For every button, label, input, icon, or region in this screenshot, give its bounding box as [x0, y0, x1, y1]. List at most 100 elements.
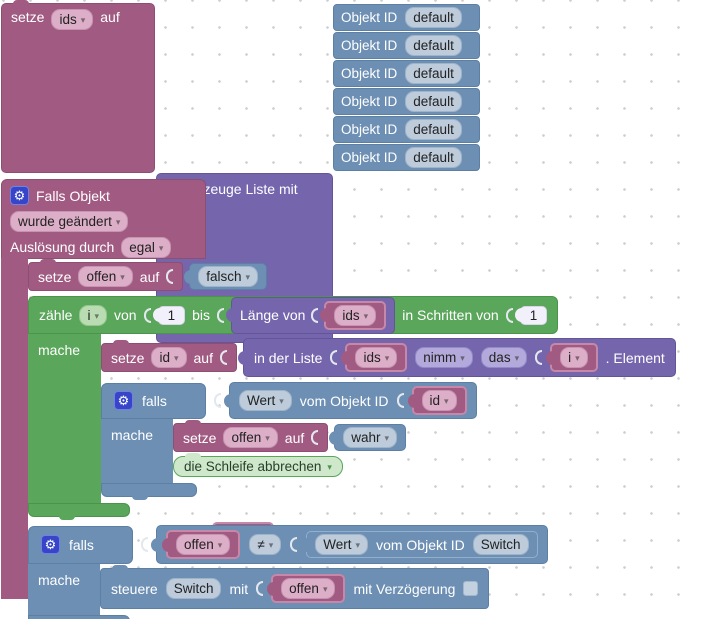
value-socket: [166, 269, 174, 284]
value-socket: [290, 537, 298, 552]
object-id-field[interactable]: default: [405, 63, 462, 84]
boolean-dropdown[interactable]: wahr ▾: [343, 427, 398, 448]
variable-dropdown-ids[interactable]: ids ▾: [334, 304, 377, 326]
value-socket: [396, 393, 404, 408]
dropdown-arrow-icon: ▾: [575, 353, 580, 363]
object-id-stack: Objekt ID default Objekt ID default Obje…: [333, 4, 480, 172]
variable-dropdown-i[interactable]: i ▾: [560, 347, 588, 368]
value-socket: [535, 350, 543, 365]
block-object-id[interactable]: Objekt ID default: [333, 60, 480, 87]
if-bottom-bar: [28, 615, 130, 619]
block-set-offen-false[interactable]: setze offen ▾ auf: [28, 259, 184, 291]
dropdown-arrow-icon: ▾: [384, 353, 390, 363]
value-socket: [219, 350, 227, 365]
variable-dropdown-id[interactable]: id ▾: [421, 390, 457, 411]
block-logic-true[interactable]: wahr ▾: [329, 424, 407, 451]
block-set-offen-true[interactable]: setze offen ▾ auf: [173, 420, 329, 452]
value-socket: [505, 307, 513, 323]
if-bottom-bar: [101, 483, 197, 500]
block-object-id[interactable]: Objekt ID default: [333, 4, 480, 31]
dropdown-arrow-icon: ▾: [268, 540, 274, 550]
list-op-dropdown[interactable]: nimm ▾: [415, 347, 473, 368]
object-id-field[interactable]: default: [405, 91, 462, 112]
variable-dropdown-offen[interactable]: offen ▾: [176, 534, 231, 555]
block-variable-ids[interactable]: ids ▾: [320, 300, 387, 330]
object-id-field[interactable]: Switch: [472, 534, 529, 555]
block-variable-offen[interactable]: offen ▾: [161, 530, 241, 559]
block-number-from[interactable]: 1: [152, 305, 186, 325]
block-variable-i[interactable]: i ▾: [546, 343, 598, 372]
block-get-value-id[interactable]: Wert ▾ vom Objekt ID id ▾: [224, 382, 477, 419]
block-set-id[interactable]: setze id ▾ auf: [101, 340, 237, 372]
value-attr-dropdown[interactable]: Wert ▾: [239, 390, 292, 411]
rule-body: setze offen ▾ auf falsch ▾ zähle i: [28, 259, 676, 619]
block-set-ids[interactable]: setze ids ▾ auf: [1, 0, 155, 173]
block-count-loop[interactable]: zähle i ▾ von 1 bis Länge von id: [28, 296, 676, 520]
dropdown-arrow-icon: ▾: [355, 540, 361, 550]
block-variable-id[interactable]: id ▾: [407, 386, 467, 415]
dropdown-arrow-icon: ▾: [115, 216, 121, 227]
block-control-state[interactable]: steuere Switch mit offen ▾ mit Verz: [100, 565, 490, 609]
variable-dropdown-ids[interactable]: ids ▾: [51, 9, 94, 30]
dropdown-arrow-icon: ▾: [514, 353, 520, 363]
value-attr-dropdown[interactable]: Wert ▾: [315, 534, 369, 555]
dropdown-arrow-icon: ▾: [94, 310, 99, 321]
gear-icon[interactable]: ⚙: [10, 186, 29, 205]
variable-dropdown-offen[interactable]: offen ▾: [223, 427, 278, 448]
object-id-field[interactable]: default: [405, 119, 462, 140]
block-if-compare[interactable]: ⚙ falls offen ▾ ≠ ▾: [28, 525, 548, 619]
dropdown-arrow-icon: ▾: [245, 272, 251, 282]
loop-variable-dropdown[interactable]: i ▾: [79, 304, 107, 326]
rule-title: Falls Objekt: [36, 187, 110, 204]
block-variable-ids[interactable]: ids ▾: [341, 343, 408, 372]
boolean-dropdown[interactable]: falsch ▾: [198, 266, 259, 287]
object-id-field[interactable]: default: [405, 35, 462, 56]
gear-icon[interactable]: ⚙: [114, 391, 133, 410]
block-if-value[interactable]: ⚙ falls Wert ▾ vom Objekt ID: [101, 382, 477, 500]
dropdown-arrow-icon: ▾: [80, 15, 86, 25]
block-number-step[interactable]: 1: [514, 305, 548, 325]
value-socket: [214, 393, 221, 408]
loop-bottom-bar: [28, 503, 130, 520]
variable-dropdown-id[interactable]: id ▾: [151, 347, 187, 368]
list-where-dropdown[interactable]: das ▾: [480, 347, 528, 368]
block-get-value-switch[interactable]: Wert ▾ vom Objekt ID Switch: [301, 531, 538, 558]
trigger-label: Auslösung durch: [10, 239, 115, 255]
block-object-id[interactable]: Objekt ID default: [333, 144, 480, 171]
block-compare[interactable]: offen ▾ ≠ ▾ Wert ▾ vom Objek: [151, 525, 548, 564]
block-break-loop[interactable]: die Schleife abbrechen ▾: [173, 453, 343, 477]
trigger-dropdown[interactable]: egal ▾: [121, 236, 172, 258]
block-object-id[interactable]: Objekt ID default: [333, 88, 480, 115]
block-length-of[interactable]: Länge von ids ▾: [225, 296, 396, 334]
object-id-field[interactable]: Switch: [165, 578, 222, 599]
block-variable-offen[interactable]: offen ▾: [267, 574, 346, 603]
value-socket: [311, 430, 319, 445]
create-list-label: erzeuge Liste mit: [191, 180, 298, 197]
block-on-change-rule[interactable]: ⚙ Falls Objekt wurde geändert ▾ Auslösun…: [1, 179, 206, 259]
object-id-field[interactable]: default: [405, 147, 462, 168]
delay-checkbox[interactable]: [463, 581, 479, 596]
dropdown-arrow-icon: ▾: [460, 353, 465, 363]
dropdown-arrow-icon: ▾: [444, 396, 449, 406]
variable-dropdown-offen[interactable]: offen ▾: [281, 578, 336, 599]
changed-dropdown[interactable]: wurde geändert ▾: [10, 210, 129, 232]
to-keyword: auf: [100, 9, 120, 25]
dropdown-arrow-icon: ▾: [322, 584, 328, 594]
dropdown-arrow-icon: ▾: [173, 353, 179, 363]
variable-dropdown-offen[interactable]: offen ▾: [78, 266, 133, 287]
object-id-field[interactable]: default: [405, 7, 462, 28]
variable-dropdown-ids[interactable]: ids ▾: [355, 347, 398, 368]
block-logic-false[interactable]: falsch ▾: [184, 263, 268, 290]
block-object-id[interactable]: Objekt ID default: [333, 32, 480, 59]
block-list-get[interactable]: in der Liste ids ▾ nimm ▾: [237, 338, 676, 377]
dropdown-arrow-icon: ▾: [327, 462, 332, 472]
rule-left-spine: [1, 258, 28, 599]
dropdown-arrow-icon: ▾: [120, 272, 125, 282]
block-object-id[interactable]: Objekt ID default: [333, 116, 480, 143]
dropdown-arrow-icon: ▾: [384, 433, 390, 443]
value-socket: [143, 307, 151, 323]
value-socket: [141, 537, 148, 552]
gear-icon[interactable]: ⚙: [41, 535, 60, 554]
compare-op-dropdown[interactable]: ≠ ▾: [249, 534, 282, 555]
